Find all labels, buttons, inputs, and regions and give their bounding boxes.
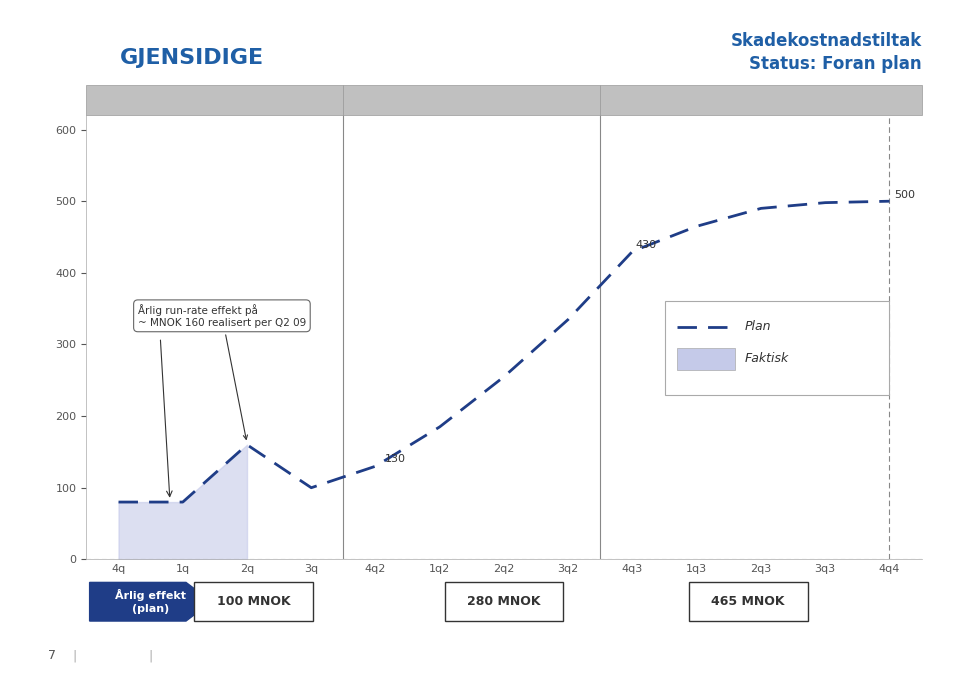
Text: Skadekostnadstiltak: Skadekostnadstiltak xyxy=(731,32,922,49)
Text: 430: 430 xyxy=(636,240,657,250)
Bar xyxy=(344,85,600,115)
Text: |: | xyxy=(72,649,76,662)
Text: 7: 7 xyxy=(48,649,56,662)
Text: 280 MNOK: 280 MNOK xyxy=(468,595,540,608)
Polygon shape xyxy=(89,582,211,621)
Bar xyxy=(664,302,890,395)
Text: 2010: 2010 xyxy=(450,93,493,108)
Bar xyxy=(194,582,313,621)
Text: GJENSIDIGE: GJENSIDIGE xyxy=(120,47,264,68)
Text: |: | xyxy=(149,649,153,662)
Text: 465 MNOK: 465 MNOK xyxy=(711,595,785,608)
Text: 2011: 2011 xyxy=(740,93,782,108)
Text: 500: 500 xyxy=(895,190,916,200)
Text: Årlig run-rate effekt på
~ MNOK 160 realisert per Q2 09: Årlig run-rate effekt på ~ MNOK 160 real… xyxy=(138,304,306,439)
Bar xyxy=(600,85,922,115)
Text: 130: 130 xyxy=(385,454,406,464)
Bar xyxy=(86,85,344,115)
Bar xyxy=(688,582,807,621)
Text: Plan: Plan xyxy=(745,320,772,333)
Bar xyxy=(678,348,735,370)
Text: Årlig effekt
(plan): Årlig effekt (plan) xyxy=(115,589,186,614)
Text: †: † xyxy=(63,45,76,70)
Bar xyxy=(444,582,564,621)
Text: Status: Foran plan: Status: Foran plan xyxy=(749,56,922,73)
Text: 2009: 2009 xyxy=(194,93,236,108)
Text: Faktisk: Faktisk xyxy=(745,353,789,365)
Text: 100 MNOK: 100 MNOK xyxy=(217,595,290,608)
